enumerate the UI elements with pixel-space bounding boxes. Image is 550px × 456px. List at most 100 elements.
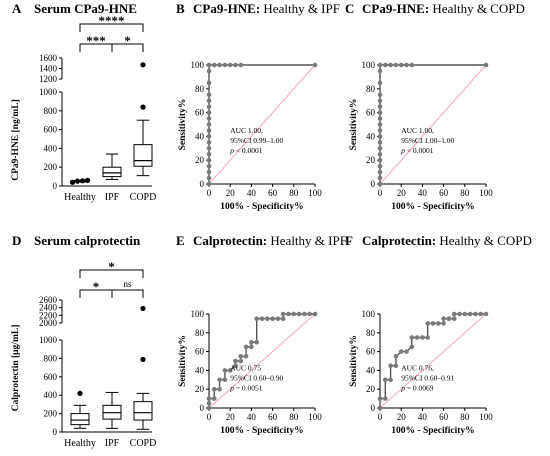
- significance-label: *: [108, 259, 115, 274]
- p-value: < 0.0001: [234, 146, 263, 155]
- y-tick-label: 60: [366, 108, 376, 118]
- x-tick-label: 40: [418, 412, 428, 422]
- y-tick-label: 80: [195, 84, 205, 94]
- p-symbol: p: [229, 383, 234, 392]
- p-value: < 0.0001: [405, 146, 434, 155]
- roc-curve-point: [206, 122, 212, 127]
- y-tick-label: 0: [371, 403, 376, 413]
- x-tick-label: 80: [460, 412, 470, 422]
- roc-curve-point: [206, 68, 212, 74]
- y-tick-label: 600: [44, 372, 58, 382]
- roc-curve-point: [212, 386, 217, 392]
- roc-curve-point: [206, 104, 212, 109]
- ci-annotation: 95%CI 1.00–1.00: [401, 136, 454, 145]
- roc-curve-point: [383, 62, 388, 68]
- y-tick-label: 0: [200, 179, 205, 189]
- roc-curve-point: [206, 405, 212, 411]
- roc-curve-point: [377, 181, 383, 187]
- y-tick-label: 60: [195, 108, 205, 118]
- y-tick-label: 2600: [39, 295, 58, 305]
- panel-c-letter: C: [345, 1, 354, 16]
- roc-curve-point: [377, 116, 383, 121]
- roc-curve-point: [393, 62, 399, 68]
- roc-curve-point: [206, 134, 212, 139]
- roc-curve-point: [377, 104, 383, 109]
- roc-curve-point: [243, 344, 249, 350]
- roc-curve-point: [377, 80, 383, 86]
- panel-f-roc: 00 20 20 40 40 60 60 80 80 100 100 100% - Specifici…: [349, 309, 493, 436]
- roc-curve-point: [222, 368, 228, 373]
- roc-curve-point: [206, 116, 212, 121]
- significance-label: ns: [123, 279, 132, 289]
- y-tick-label: 20: [366, 384, 376, 394]
- x-axis-label: 100% - Specificity%: [220, 202, 303, 212]
- roc-curve-point: [233, 363, 238, 369]
- roc-curve-point: [377, 151, 383, 157]
- panel-c-roc: 00 20 20 40 40 60 60 80 80 100 100 100% - Specifici…: [349, 60, 493, 212]
- y-tick-label: 20: [195, 384, 205, 394]
- panel-a-letter: A: [12, 1, 22, 16]
- panel-f-title: Calprotectin: Healthy & COPD: [362, 233, 532, 248]
- roc-curve-point: [206, 110, 212, 115]
- roc-curve-point: [206, 401, 212, 406]
- roc-curve-point: [377, 163, 383, 169]
- x-tick-label: 20: [226, 412, 236, 422]
- y-tick-label: 2400: [39, 303, 58, 313]
- roc-curve-point: [238, 354, 244, 359]
- roc-curve-point: [206, 151, 212, 157]
- roc-curve-point: [206, 92, 212, 98]
- y-tick-label: 1200: [39, 74, 58, 84]
- roc-curve-point: [291, 311, 297, 317]
- roc-curve-point: [227, 368, 233, 373]
- auc-annotation: AUC 0.75: [230, 363, 261, 372]
- x-tick-label: 100: [479, 412, 493, 422]
- significance-bracket: [111, 43, 144, 52]
- x-tick-label: 100: [308, 412, 322, 422]
- roc-curve-point: [462, 311, 468, 317]
- y-tick-label: 40: [366, 131, 376, 141]
- y-axis-label: CPa9-HNE [ng/mL]: [11, 99, 21, 181]
- ci-annotation: 95%CI 0.60–0.91: [401, 373, 454, 382]
- roc-curve-point: [393, 354, 399, 359]
- roc-curve-point: [377, 128, 383, 133]
- x-tick-label: 20: [397, 412, 407, 422]
- x-tick-label: 80: [289, 188, 299, 198]
- y-tick-label: 40: [366, 365, 376, 375]
- significance-bracket: [79, 269, 144, 278]
- roc-curve-point: [206, 169, 212, 175]
- x-category-label: COPD: [130, 192, 157, 203]
- x-tick-label: 60: [439, 412, 449, 422]
- panel-e-letter: E: [176, 233, 185, 248]
- p-symbol: p: [400, 383, 405, 392]
- x-tick-label: 60: [268, 412, 278, 422]
- roc-curve-point: [377, 396, 383, 401]
- p-value-annotation: p < 0.0001: [229, 146, 263, 155]
- ci-annotation: 95%CI 0.60–0.90: [230, 373, 283, 382]
- significance-label: *: [93, 279, 100, 294]
- roc-curve-point: [238, 358, 244, 364]
- x-tick-label: 20: [397, 188, 407, 198]
- y-tick-label: 20: [366, 155, 376, 165]
- box: [133, 401, 153, 421]
- roc-curve-point: [265, 316, 270, 322]
- panel-f-letter: F: [345, 233, 353, 248]
- y-tick-label: 0: [53, 181, 58, 191]
- x-category-label: Healthy: [64, 192, 96, 203]
- panel-f-title-bold: Calprotectin:: [362, 233, 436, 248]
- roc-curve-point: [280, 311, 286, 317]
- roc-curve-point: [377, 146, 383, 151]
- reference-diagonal: [379, 313, 487, 409]
- x-tick-label: 100: [308, 188, 322, 198]
- roc-curve-point: [409, 344, 415, 350]
- roc-curve-point: [217, 386, 222, 392]
- roc-curve-point: [280, 316, 286, 322]
- roc-curve-point: [430, 321, 436, 326]
- roc-curve-point: [206, 157, 212, 163]
- roc-curve-point: [254, 339, 259, 345]
- roc-curve-point: [409, 335, 415, 340]
- y-tick-label: 80: [195, 328, 205, 338]
- roc-curve-point: [377, 140, 383, 145]
- y-tick-label: 20: [195, 155, 205, 165]
